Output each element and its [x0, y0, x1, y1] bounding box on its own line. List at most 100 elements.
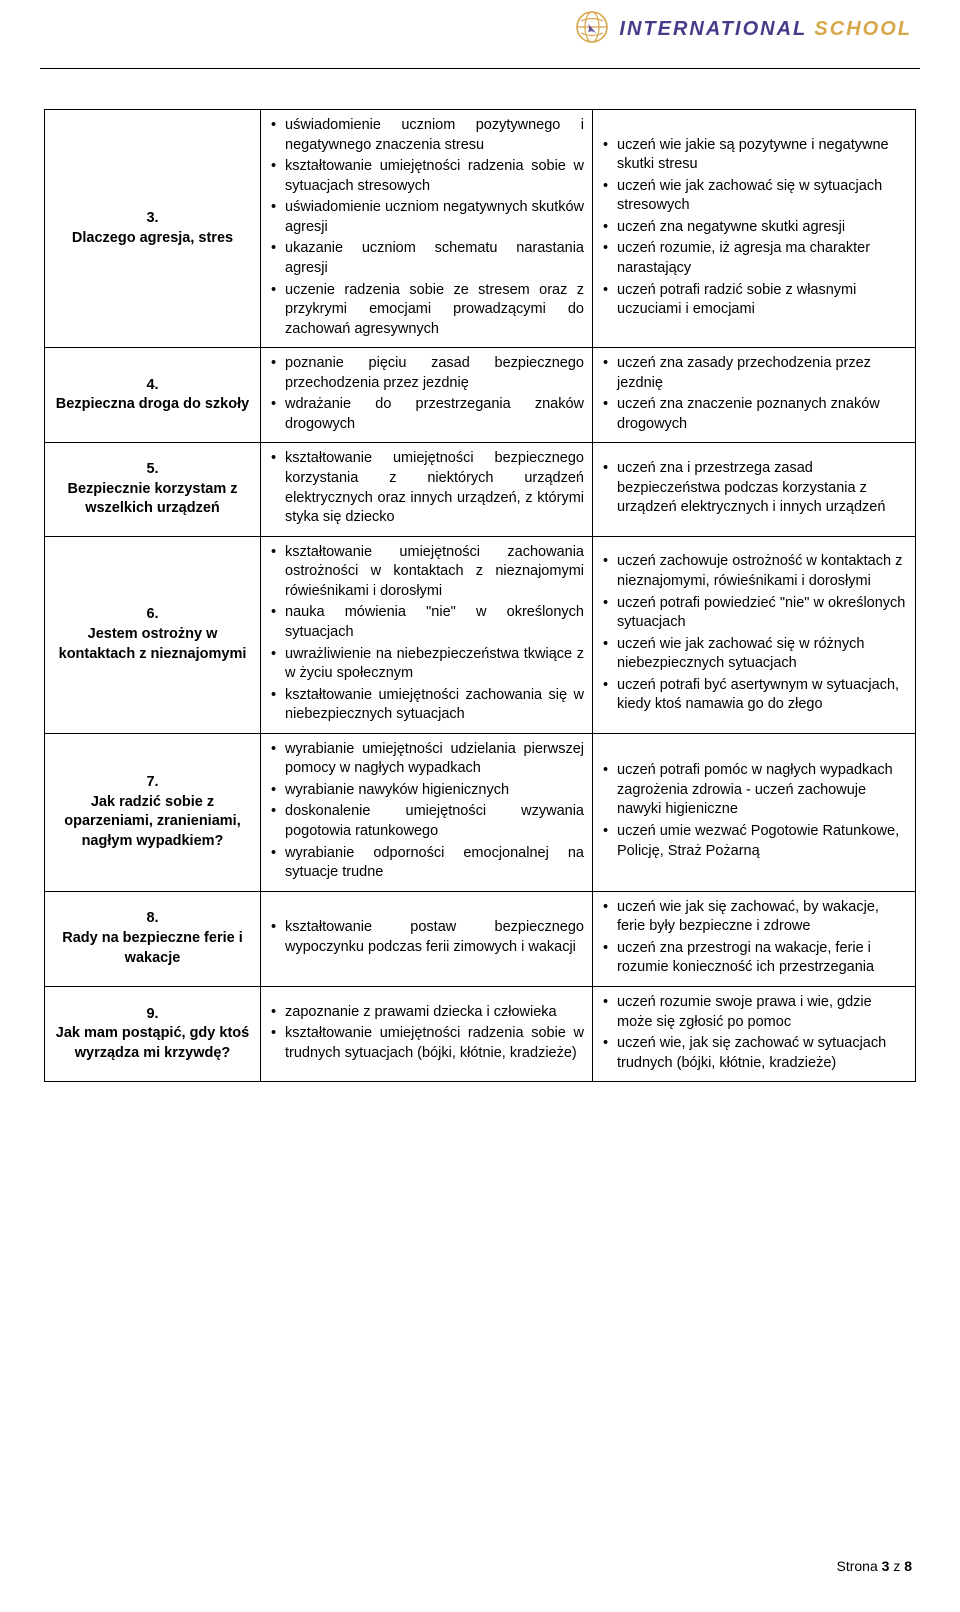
list-item: wyrabianie nawyków higienicznych: [271, 781, 584, 801]
list-item: kształtowanie umiejętności zachowania si…: [271, 686, 584, 725]
activities-list: kształtowanie umiejętności zachowania os…: [269, 543, 584, 725]
outcomes-cell: uczeń zna zasady przechodzenia przez jez…: [593, 348, 916, 443]
list-item: nauka mówienia "nie" w określonych sytua…: [271, 603, 584, 642]
topic-number: 5.: [53, 460, 252, 480]
activities-cell: kształtowanie postaw bezpiecznego wypocz…: [261, 891, 593, 986]
outcomes-list: uczeń wie jakie są pozytywne i negatywne…: [601, 136, 907, 320]
outcomes-cell: uczeń zachowuje ostrożność w kontaktach …: [593, 536, 916, 733]
list-item: uczeń wie, jak się zachować w sytuacjach…: [603, 1034, 907, 1073]
list-item: uczeń zna przestrogi na wakacje, ferie i…: [603, 939, 907, 978]
list-item: uczeń wie jak zachować się w sytuacjach …: [603, 177, 907, 216]
page-footer: Strona 3 z 8: [836, 1558, 912, 1574]
table-row: 7.Jak radzić sobie z oparzeniami, zranie…: [45, 733, 916, 891]
list-item: uczeń wie jakie są pozytywne i negatywne…: [603, 136, 907, 175]
list-item: uczeń zna negatywne skutki agresji: [603, 218, 907, 238]
topic-cell: 8.Rady na bezpieczne ferie i wakacje: [45, 891, 261, 986]
outcomes-list: uczeń rozumie swoje prawa i wie, gdzie m…: [601, 993, 907, 1073]
topic-cell: 9.Jak mam postąpić, gdy ktoś wyrządza mi…: [45, 986, 261, 1081]
topic-title: Rady na bezpieczne ferie i wakacje: [53, 929, 252, 968]
activities-list: kształtowanie umiejętności bezpiecznego …: [269, 449, 584, 527]
activities-cell: kształtowanie umiejętności bezpiecznego …: [261, 443, 593, 536]
list-item: uwrażliwienie na niebezpieczeństwa tkwią…: [271, 645, 584, 684]
list-item: kształtowanie umiejętności zachowania os…: [271, 543, 584, 602]
outcomes-cell: uczeń rozumie swoje prawa i wie, gdzie m…: [593, 986, 916, 1081]
topic-title: Dlaczego agresja, stres: [53, 229, 252, 249]
list-item: uczeń wie jak zachować się w różnych nie…: [603, 635, 907, 674]
footer-sep: z: [893, 1558, 900, 1574]
list-item: uczeń potrafi radzić sobie z własnymi uc…: [603, 281, 907, 320]
outcomes-cell: uczeń wie jakie są pozytywne i negatywne…: [593, 110, 916, 348]
list-item: uczeń potrafi być asertywnym w sytuacjac…: [603, 676, 907, 715]
topic-title: Jak mam postąpić, gdy ktoś wyrządza mi k…: [53, 1024, 252, 1063]
activities-list: poznanie pięciu zasad bezpiecznego przec…: [269, 354, 584, 434]
topic-number: 4.: [53, 376, 252, 396]
curriculum-table: 3.Dlaczego agresja, stres uświadomienie u…: [44, 109, 916, 1082]
outcomes-list: uczeń potrafi pomóc w nagłych wypadkach …: [601, 761, 907, 861]
list-item: uświadomienie uczniom pozytywnego i nega…: [271, 116, 584, 155]
list-item: uczeń potrafi powiedzieć "nie" w określo…: [603, 594, 907, 633]
activities-cell: wyrabianie umiejętności udzielania pierw…: [261, 733, 593, 891]
topic-number: 9.: [53, 1005, 252, 1025]
table-row: 5.Bezpiecznie korzystam z wszelkich urzą…: [45, 443, 916, 536]
footer-total-pages: 8: [904, 1558, 912, 1574]
topic-number: 3.: [53, 209, 252, 229]
topic-cell: 5.Bezpiecznie korzystam z wszelkich urzą…: [45, 443, 261, 536]
list-item: zapoznanie z prawami dziecka i człowieka: [271, 1003, 584, 1023]
list-item: kształtowanie umiejętności radzenia sobi…: [271, 157, 584, 196]
list-item: wdrażanie do przestrzegania znaków drogo…: [271, 395, 584, 434]
activities-cell: uświadomienie uczniom pozytywnego i nega…: [261, 110, 593, 348]
list-item: uczenie radzenia sobie ze stresem oraz z…: [271, 281, 584, 340]
topic-title: Jestem ostrożny w kontaktach z nieznajom…: [53, 625, 252, 664]
list-item: wyrabianie odporności emocjonalnej na sy…: [271, 844, 584, 883]
list-item: uczeń rozumie swoje prawa i wie, gdzie m…: [603, 993, 907, 1032]
topic-title: Jak radzić sobie z oparzeniami, zranieni…: [53, 793, 252, 852]
activities-list: kształtowanie postaw bezpiecznego wypocz…: [269, 918, 584, 957]
table-row: 4.Bezpieczna droga do szkoły poznanie pię…: [45, 348, 916, 443]
page-content: 3.Dlaczego agresja, stres uświadomienie u…: [0, 69, 960, 1082]
list-item: uczeń potrafi pomóc w nagłych wypadkach …: [603, 761, 907, 820]
activities-cell: kształtowanie umiejętności zachowania os…: [261, 536, 593, 733]
list-item: uczeń umie wezwać Pogotowie Ratunkowe, P…: [603, 822, 907, 861]
topic-cell: 4.Bezpieczna droga do szkoły: [45, 348, 261, 443]
topic-cell: 6.Jestem ostrożny w kontaktach z nieznaj…: [45, 536, 261, 733]
outcomes-list: uczeń zna i przestrzega zasad bezpieczeń…: [601, 459, 907, 518]
brand-text-left: INTERNATIONAL: [619, 18, 806, 40]
page-header: INTERNATIONAL SCHOOL: [0, 0, 960, 64]
list-item: wyrabianie umiejętności udzielania pierw…: [271, 740, 584, 779]
footer-label: Strona: [836, 1558, 877, 1574]
brand-text-right: SCHOOL: [807, 18, 912, 40]
activities-list: zapoznanie z prawami dziecka i człowieka…: [269, 1003, 584, 1064]
list-item: poznanie pięciu zasad bezpiecznego przec…: [271, 354, 584, 393]
outcomes-list: uczeń wie jak się zachować, by wakacje, …: [601, 898, 907, 978]
list-item: uczeń zachowuje ostrożność w kontaktach …: [603, 552, 907, 591]
outcomes-list: uczeń zachowuje ostrożność w kontaktach …: [601, 552, 907, 715]
activities-list: wyrabianie umiejętności udzielania pierw…: [269, 740, 584, 883]
brand-text: INTERNATIONAL SCHOOL: [619, 18, 912, 41]
table-row: 8.Rady na bezpieczne ferie i wakacje kszt…: [45, 891, 916, 986]
list-item: uczeń zna i przestrzega zasad bezpieczeń…: [603, 459, 907, 518]
table-row: 9.Jak mam postąpić, gdy ktoś wyrządza mi…: [45, 986, 916, 1081]
activities-cell: zapoznanie z prawami dziecka i człowieka…: [261, 986, 593, 1081]
list-item: ukazanie uczniom schematu narastania agr…: [271, 239, 584, 278]
topic-number: 6.: [53, 605, 252, 625]
footer-page-number: 3: [882, 1558, 890, 1574]
topic-number: 7.: [53, 773, 252, 793]
brand-logo: INTERNATIONAL SCHOOL: [575, 10, 912, 49]
list-item: kształtowanie umiejętności radzenia sobi…: [271, 1024, 584, 1063]
topic-cell: 3.Dlaczego agresja, stres: [45, 110, 261, 348]
outcomes-cell: uczeń wie jak się zachować, by wakacje, …: [593, 891, 916, 986]
topic-title: Bezpieczna droga do szkoły: [53, 395, 252, 415]
list-item: uczeń wie jak się zachować, by wakacje, …: [603, 898, 907, 937]
list-item: kształtowanie postaw bezpiecznego wypocz…: [271, 918, 584, 957]
outcomes-list: uczeń zna zasady przechodzenia przez jez…: [601, 354, 907, 434]
list-item: uświadomienie uczniom negatywnych skutkó…: [271, 198, 584, 237]
list-item: uczeń zna zasady przechodzenia przez jez…: [603, 354, 907, 393]
activities-list: uświadomienie uczniom pozytywnego i nega…: [269, 116, 584, 339]
topic-title: Bezpiecznie korzystam z wszelkich urządz…: [53, 480, 252, 519]
table-row: 3.Dlaczego agresja, stres uświadomienie u…: [45, 110, 916, 348]
outcomes-cell: uczeń potrafi pomóc w nagłych wypadkach …: [593, 733, 916, 891]
list-item: uczeń zna znaczenie poznanych znaków dro…: [603, 395, 907, 434]
activities-cell: poznanie pięciu zasad bezpiecznego przec…: [261, 348, 593, 443]
outcomes-cell: uczeń zna i przestrzega zasad bezpieczeń…: [593, 443, 916, 536]
list-item: uczeń rozumie, iż agresja ma charakter n…: [603, 239, 907, 278]
